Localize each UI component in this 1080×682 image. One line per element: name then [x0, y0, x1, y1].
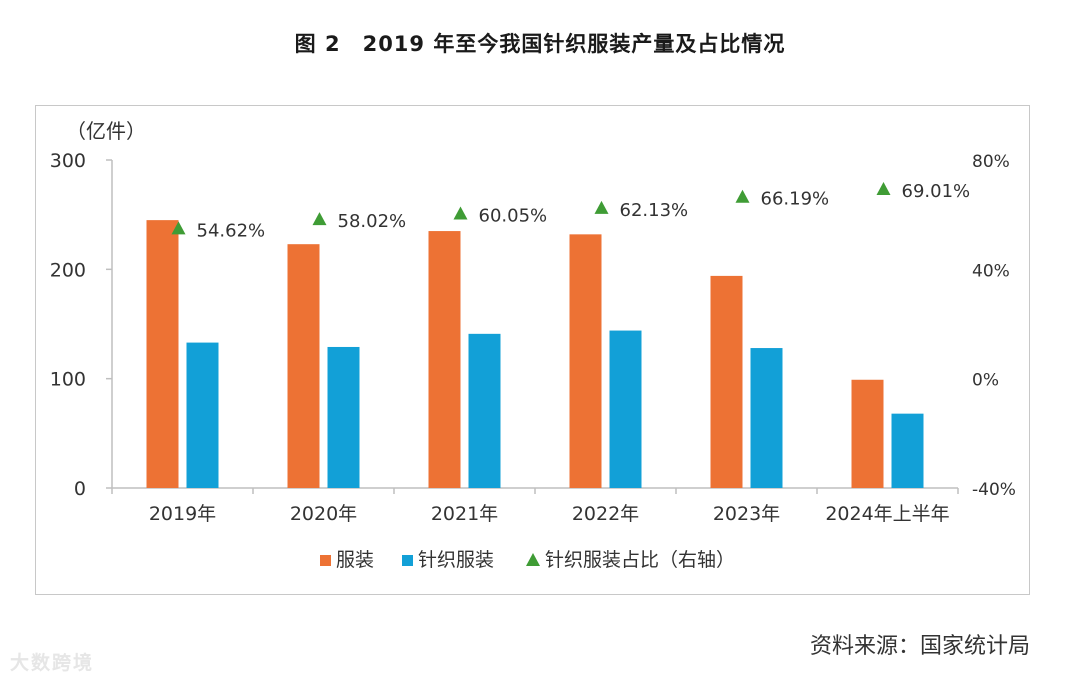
legend-label-knitted: 针织服装: [418, 549, 494, 571]
source-note: 资料来源：国家统计局: [809, 634, 1030, 659]
legend-swatch-knitted: [402, 555, 413, 566]
share-data-label: 60.05%: [479, 206, 548, 227]
y2-tick-label: 0%: [972, 371, 999, 391]
bar-knitted: [609, 330, 642, 488]
bar-garments: [851, 379, 884, 488]
bar-garments: [428, 231, 461, 489]
share-data-label: 54.62%: [197, 220, 266, 241]
y-axis-title: （亿件）: [66, 119, 146, 143]
figure-title: 图 2 2019 年至今我国针织服装产量及占比情况: [294, 32, 786, 56]
legend-label-garments: 服装: [336, 549, 374, 571]
legend-swatch-share: [526, 553, 540, 566]
y2-tick-label: 80%: [972, 152, 1010, 172]
share-marker: [594, 200, 609, 214]
x-tick-label: 2022年: [572, 503, 639, 525]
y2-tick-label: -40%: [972, 480, 1016, 500]
share-data-label: 69.01%: [902, 181, 971, 202]
share-marker: [876, 182, 891, 196]
x-tick-label: 2021年: [431, 503, 498, 525]
bar-garments: [146, 220, 179, 488]
y-tick-label: 300: [50, 150, 86, 172]
y-tick-label: 200: [50, 259, 86, 281]
x-tick-label: 2024年上半年: [825, 503, 949, 525]
bar-garments: [287, 244, 320, 488]
bar-garments: [569, 234, 602, 488]
share-data-label: 66.19%: [761, 189, 830, 210]
y-tick-label: 100: [50, 369, 86, 391]
legend-label-share: 针织服装占比（右轴）: [545, 549, 735, 571]
share-marker: [312, 212, 327, 226]
share-marker: [735, 189, 750, 203]
share-marker: [171, 221, 186, 235]
bar-knitted: [327, 346, 360, 488]
bar-knitted: [891, 413, 924, 488]
watermark-logo: 大数跨境: [10, 652, 95, 674]
x-tick-label: 2023年: [713, 503, 780, 525]
x-tick-label: 2020年: [290, 503, 357, 525]
legend-swatch-garments: [320, 555, 331, 566]
y-tick-label: 0: [74, 478, 86, 500]
share-data-label: 58.02%: [338, 211, 407, 232]
share-data-label: 62.13%: [620, 200, 689, 221]
y2-tick-label: 40%: [972, 261, 1010, 281]
bar-knitted: [186, 342, 219, 488]
bar-knitted: [750, 348, 783, 488]
bar-knitted: [468, 333, 501, 488]
x-tick-label: 2019年: [149, 503, 216, 525]
chart-frame: [35, 105, 1030, 595]
share-marker: [453, 206, 468, 220]
bar-garments: [710, 275, 743, 488]
